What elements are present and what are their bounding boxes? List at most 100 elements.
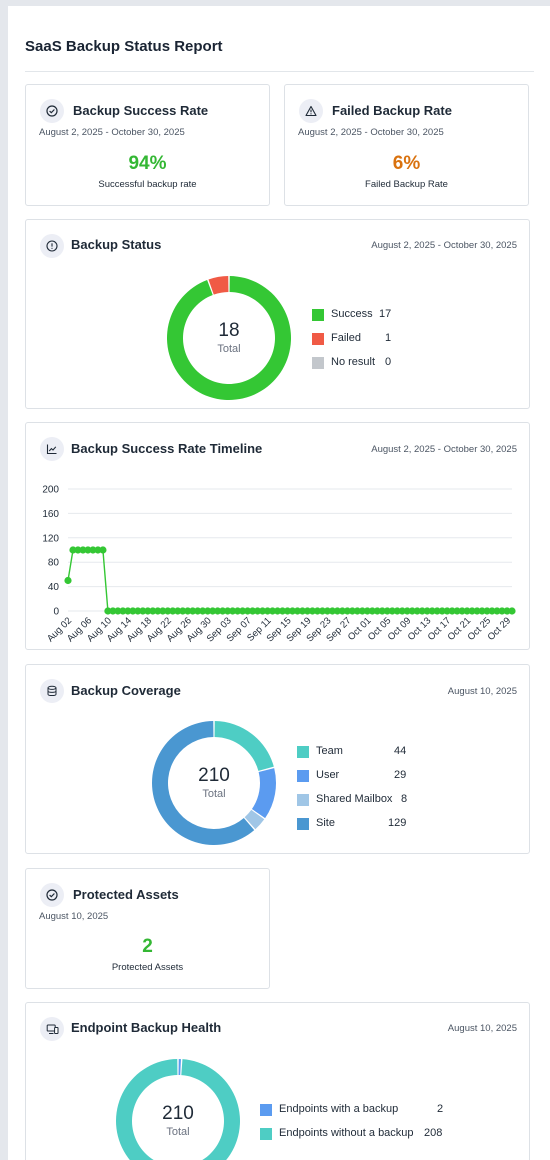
data-point[interactable]: [348, 607, 356, 615]
data-point[interactable]: [443, 607, 451, 615]
data-point[interactable]: [214, 607, 222, 615]
data-point[interactable]: [129, 607, 137, 615]
coverage-slice-user[interactable]: [251, 768, 276, 819]
data-point[interactable]: [363, 607, 371, 615]
data-point[interactable]: [328, 607, 337, 615]
data-point[interactable]: [263, 607, 272, 615]
data-point[interactable]: [433, 607, 441, 615]
data-point[interactable]: [149, 607, 157, 615]
data-point[interactable]: [243, 607, 252, 615]
data-point[interactable]: [253, 607, 262, 615]
data-point[interactable]: [503, 607, 511, 615]
data-point[interactable]: [483, 607, 491, 615]
coverage-slice-shared-mailbox[interactable]: [244, 809, 265, 830]
data-point[interactable]: [248, 607, 257, 615]
data-point[interactable]: [458, 607, 466, 615]
data-point[interactable]: [398, 607, 406, 615]
data-point[interactable]: [478, 607, 486, 615]
coverage-slice-team[interactable]: [214, 721, 274, 771]
data-point[interactable]: [134, 607, 142, 615]
data-point[interactable]: [159, 607, 167, 615]
data-point[interactable]: [318, 607, 327, 615]
data-point[interactable]: [298, 607, 307, 615]
data-point[interactable]: [488, 607, 496, 615]
data-point[interactable]: [313, 607, 322, 615]
data-point[interactable]: [99, 546, 107, 554]
data-point[interactable]: [124, 607, 132, 615]
data-point[interactable]: [428, 607, 436, 615]
legend-item-failed: Failed 1: [312, 330, 412, 354]
data-point[interactable]: [229, 607, 237, 615]
data-point[interactable]: [373, 607, 381, 615]
data-point[interactable]: [403, 607, 411, 615]
data-point[interactable]: [164, 607, 172, 615]
data-point[interactable]: [268, 607, 277, 615]
data-point[interactable]: [194, 607, 202, 615]
data-point[interactable]: [224, 607, 232, 615]
data-point[interactable]: [418, 607, 426, 615]
data-point[interactable]: [258, 607, 267, 615]
data-point[interactable]: [303, 607, 312, 615]
endpoint-slice-endpoints-with-a-backup[interactable]: [178, 1059, 181, 1076]
data-point[interactable]: [199, 607, 207, 615]
data-point[interactable]: [323, 607, 332, 615]
data-point[interactable]: [338, 607, 346, 615]
data-point[interactable]: [84, 546, 92, 554]
data-point[interactable]: [154, 607, 162, 615]
data-point[interactable]: [179, 607, 187, 615]
data-point[interactable]: [498, 607, 506, 615]
data-point[interactable]: [508, 607, 516, 615]
data-point[interactable]: [468, 607, 476, 615]
data-point[interactable]: [174, 607, 182, 615]
data-point[interactable]: [94, 546, 102, 554]
data-point[interactable]: [234, 607, 242, 615]
data-point[interactable]: [453, 607, 461, 615]
coverage-slice-site[interactable]: [151, 721, 255, 845]
data-point[interactable]: [408, 607, 416, 615]
data-point[interactable]: [413, 607, 421, 615]
data-point[interactable]: [448, 607, 456, 615]
data-point[interactable]: [139, 607, 147, 615]
legend-swatch-no-result: [312, 357, 324, 369]
data-point[interactable]: [114, 607, 122, 615]
data-point[interactable]: [463, 607, 471, 615]
endpoint-slice-endpoints-without-a-backup[interactable]: [116, 1059, 240, 1160]
data-point[interactable]: [353, 607, 361, 615]
data-point[interactable]: [89, 546, 97, 554]
data-point[interactable]: [383, 607, 391, 615]
data-point[interactable]: [119, 607, 127, 615]
data-point[interactable]: [308, 607, 317, 615]
data-point[interactable]: [343, 607, 351, 615]
data-point[interactable]: [219, 607, 227, 615]
data-point[interactable]: [273, 607, 282, 615]
data-point[interactable]: [144, 607, 152, 615]
data-point[interactable]: [283, 607, 292, 615]
data-point[interactable]: [169, 607, 177, 615]
data-point[interactable]: [388, 607, 396, 615]
data-point[interactable]: [109, 607, 117, 615]
data-point[interactable]: [184, 607, 192, 615]
data-point[interactable]: [423, 607, 431, 615]
data-point[interactable]: [358, 607, 366, 615]
data-point[interactable]: [438, 607, 446, 615]
data-point[interactable]: [393, 607, 401, 615]
data-point[interactable]: [368, 607, 376, 615]
data-point[interactable]: [378, 607, 386, 615]
data-point[interactable]: [473, 607, 481, 615]
data-point[interactable]: [239, 607, 247, 615]
data-point[interactable]: [204, 607, 212, 615]
data-point[interactable]: [79, 546, 87, 554]
data-point[interactable]: [104, 607, 112, 615]
data-point[interactable]: [209, 607, 217, 615]
data-point[interactable]: [288, 607, 297, 615]
data-point[interactable]: [333, 607, 341, 615]
data-point[interactable]: [293, 607, 302, 615]
status-slice-failed[interactable]: [208, 276, 229, 295]
data-point[interactable]: [278, 607, 287, 615]
data-point[interactable]: [69, 546, 77, 554]
data-point[interactable]: [493, 607, 501, 615]
data-point[interactable]: [64, 576, 72, 585]
data-point[interactable]: [189, 607, 197, 615]
data-point[interactable]: [74, 546, 82, 554]
